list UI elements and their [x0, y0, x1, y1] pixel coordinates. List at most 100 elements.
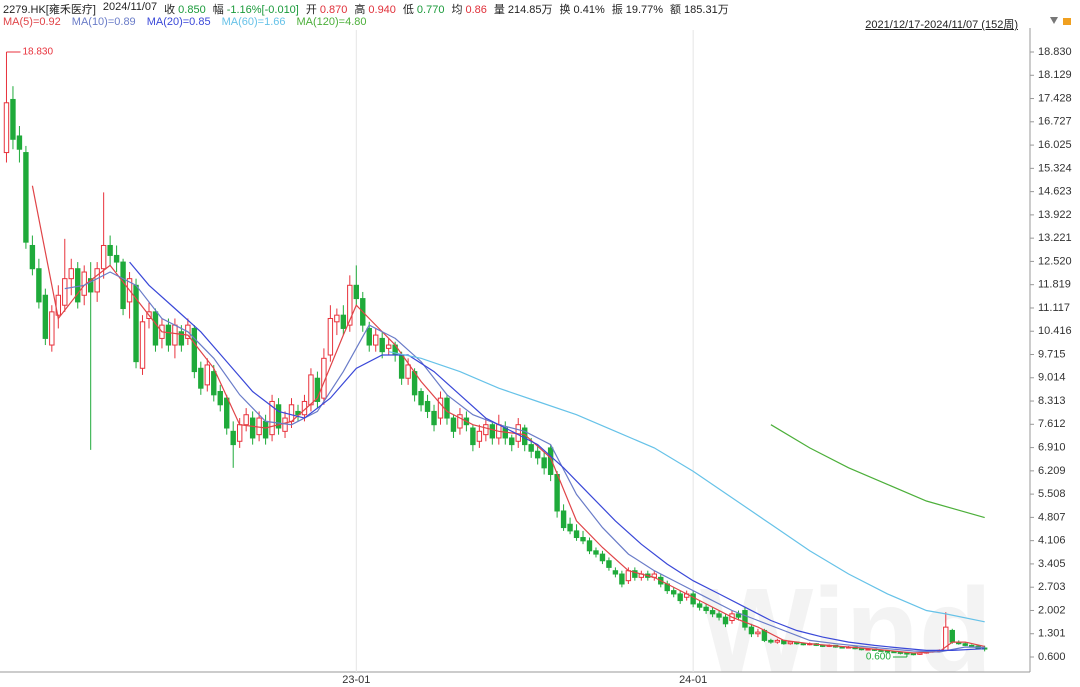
candle-body [418, 391, 424, 406]
y-tick-label: 2.703 [1038, 581, 1066, 593]
candle-body [120, 261, 126, 310]
candle-body [198, 367, 204, 389]
y-tick-label: 0.600 [1038, 651, 1066, 663]
y-tick-label: 4.807 [1038, 511, 1066, 523]
candle-body [211, 371, 217, 396]
y-tick-label: 7.612 [1038, 418, 1066, 430]
candle-body [334, 314, 340, 323]
candle-body [755, 631, 761, 635]
quote-field: 额 185.31万 [670, 1, 729, 17]
field-label: 均 [451, 4, 463, 16]
y-tick-label: 15.324 [1038, 162, 1072, 174]
y-tick-label: 6.209 [1038, 465, 1066, 477]
x-tick-label: 24-01 [679, 674, 707, 686]
y-tick-label: 4.106 [1038, 535, 1066, 547]
candle-body [962, 643, 968, 646]
candle-body [217, 391, 223, 406]
candle-body [236, 424, 243, 442]
y-tick-label: 8.313 [1038, 395, 1066, 407]
low-label: 0.600 [866, 652, 891, 663]
candle-body [68, 268, 74, 280]
candle-body [94, 268, 100, 293]
quote-field: 幅 -1.16%[-0.010] [213, 1, 299, 17]
y-tick-label: 16.727 [1038, 116, 1072, 128]
candle-body [308, 374, 314, 406]
candle-body [398, 354, 405, 379]
candle-body [528, 444, 534, 452]
candle-body [347, 284, 353, 326]
candle-body [262, 420, 269, 439]
quote-header: 2279.HK[雍禾医疗] 2024/11/07 收 0.850 幅 -1.16%[-0.… [3, 1, 729, 17]
field-value: 185.31万 [684, 4, 729, 16]
candle-body [275, 404, 282, 429]
candle-body [282, 417, 288, 432]
candle-body [509, 437, 515, 446]
candle-body [787, 641, 794, 645]
candle-body [256, 417, 262, 436]
candle-body [288, 404, 295, 422]
quote-field: 均 0.86 [451, 1, 486, 17]
field-label: 额 [670, 4, 682, 16]
candle-body [612, 570, 619, 575]
candle-body [353, 284, 359, 300]
candle-body [897, 651, 904, 654]
candle-body [49, 311, 55, 346]
candle-body [489, 424, 496, 439]
legend-entry: MA(60)=1.66 [221, 16, 286, 28]
candle-body [10, 98, 16, 140]
candle-body [541, 457, 547, 469]
field-value: -1.16%[-0.010] [226, 4, 299, 16]
candle-body [671, 590, 677, 595]
field-value: 214.85万 [507, 4, 553, 16]
candle-body [139, 321, 146, 369]
legend-entry: MA(20)=0.85 [146, 16, 211, 28]
ma-line [31, 185, 985, 654]
quote-date: 2024/11/07 [102, 1, 158, 13]
field-label: 量 [493, 4, 505, 16]
y-tick-label: 11.117 [1038, 302, 1070, 314]
candle-body [23, 152, 29, 243]
candle-body [703, 606, 709, 612]
candle-body [716, 613, 722, 618]
field-label: 幅 [212, 4, 224, 16]
candle-body [554, 473, 560, 512]
candle-body [606, 560, 612, 568]
y-tick-label: 9.014 [1038, 372, 1066, 384]
candle-body [87, 278, 94, 293]
candle-body [366, 327, 372, 346]
candle-body [75, 268, 81, 303]
candle-body [113, 254, 120, 263]
field-value: 19.77% [625, 4, 664, 16]
stock-code: 2279.HK[雍禾医疗] [3, 4, 96, 16]
candle-body [735, 613, 742, 618]
candle-body [327, 317, 334, 356]
y-tick-label: 18.129 [1038, 69, 1072, 81]
candle-body [100, 244, 107, 270]
y-tick-label: 16.025 [1038, 139, 1072, 151]
field-value: 0.940 [368, 4, 396, 16]
field-label: 开 [305, 4, 317, 16]
legend: MA(5)=0.92 MA(10)=0.89 MA(20)=0.85 MA(60)=1… [3, 16, 367, 28]
candle-body [910, 653, 917, 656]
y-tick-label: 2.002 [1038, 604, 1066, 616]
candle-body [62, 278, 68, 306]
candle-body [534, 450, 541, 459]
legend-entry: MA(120)=4.80 [296, 16, 367, 28]
y-tick-label: 3.405 [1038, 558, 1066, 570]
candle-body [800, 643, 806, 646]
candle-body [586, 540, 593, 552]
quote-field: 开 0.870 [306, 1, 348, 17]
lock-icon[interactable] [1063, 18, 1071, 25]
candle-body [379, 337, 385, 353]
candle-body [748, 626, 755, 635]
candle-body [249, 417, 256, 439]
field-label: 换 [559, 4, 571, 16]
y-tick-label: 10.416 [1038, 325, 1072, 337]
date-range[interactable]: 2021/12/17-2024/11/07 (152周) [865, 19, 1018, 31]
ma-line [64, 271, 985, 653]
dropdown-icon[interactable] [1050, 17, 1058, 24]
candle-body [269, 400, 275, 436]
y-tick-label: 14.623 [1038, 186, 1072, 198]
candle-body [444, 397, 450, 419]
candle-body [858, 648, 865, 651]
